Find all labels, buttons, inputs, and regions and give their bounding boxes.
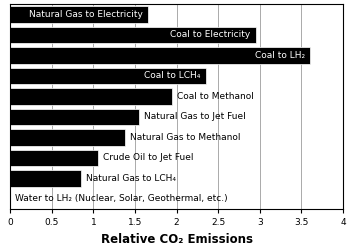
Bar [10, 68, 206, 84]
Bar [10, 108, 139, 125]
Bar [10, 26, 256, 43]
Bar [10, 47, 310, 64]
X-axis label: Relative CO₂ Emissions: Relative CO₂ Emissions [100, 233, 253, 246]
Text: Natural Gas to Electricity: Natural Gas to Electricity [29, 10, 142, 19]
Text: Coal to Methanol: Coal to Methanol [177, 92, 254, 101]
Text: Natural Gas to Methanol: Natural Gas to Methanol [130, 133, 240, 142]
Text: Natural Gas to LCH₄: Natural Gas to LCH₄ [86, 174, 176, 183]
Bar [10, 88, 173, 105]
Text: Water to LH₂ (Nuclear, Solar, Geothermal, etc.): Water to LH₂ (Nuclear, Solar, Geothermal… [15, 194, 228, 203]
Bar [10, 150, 98, 166]
Text: Coal to LCH₄: Coal to LCH₄ [144, 72, 201, 80]
Text: Crude Oil to Jet Fuel: Crude Oil to Jet Fuel [103, 154, 193, 162]
Text: Natural Gas to Jet Fuel: Natural Gas to Jet Fuel [144, 112, 246, 122]
Bar [10, 129, 125, 146]
Text: Coal to Electricity: Coal to Electricity [170, 30, 251, 40]
Text: Coal to LH₂: Coal to LH₂ [254, 51, 305, 60]
Bar [10, 6, 147, 23]
Bar [10, 170, 81, 187]
